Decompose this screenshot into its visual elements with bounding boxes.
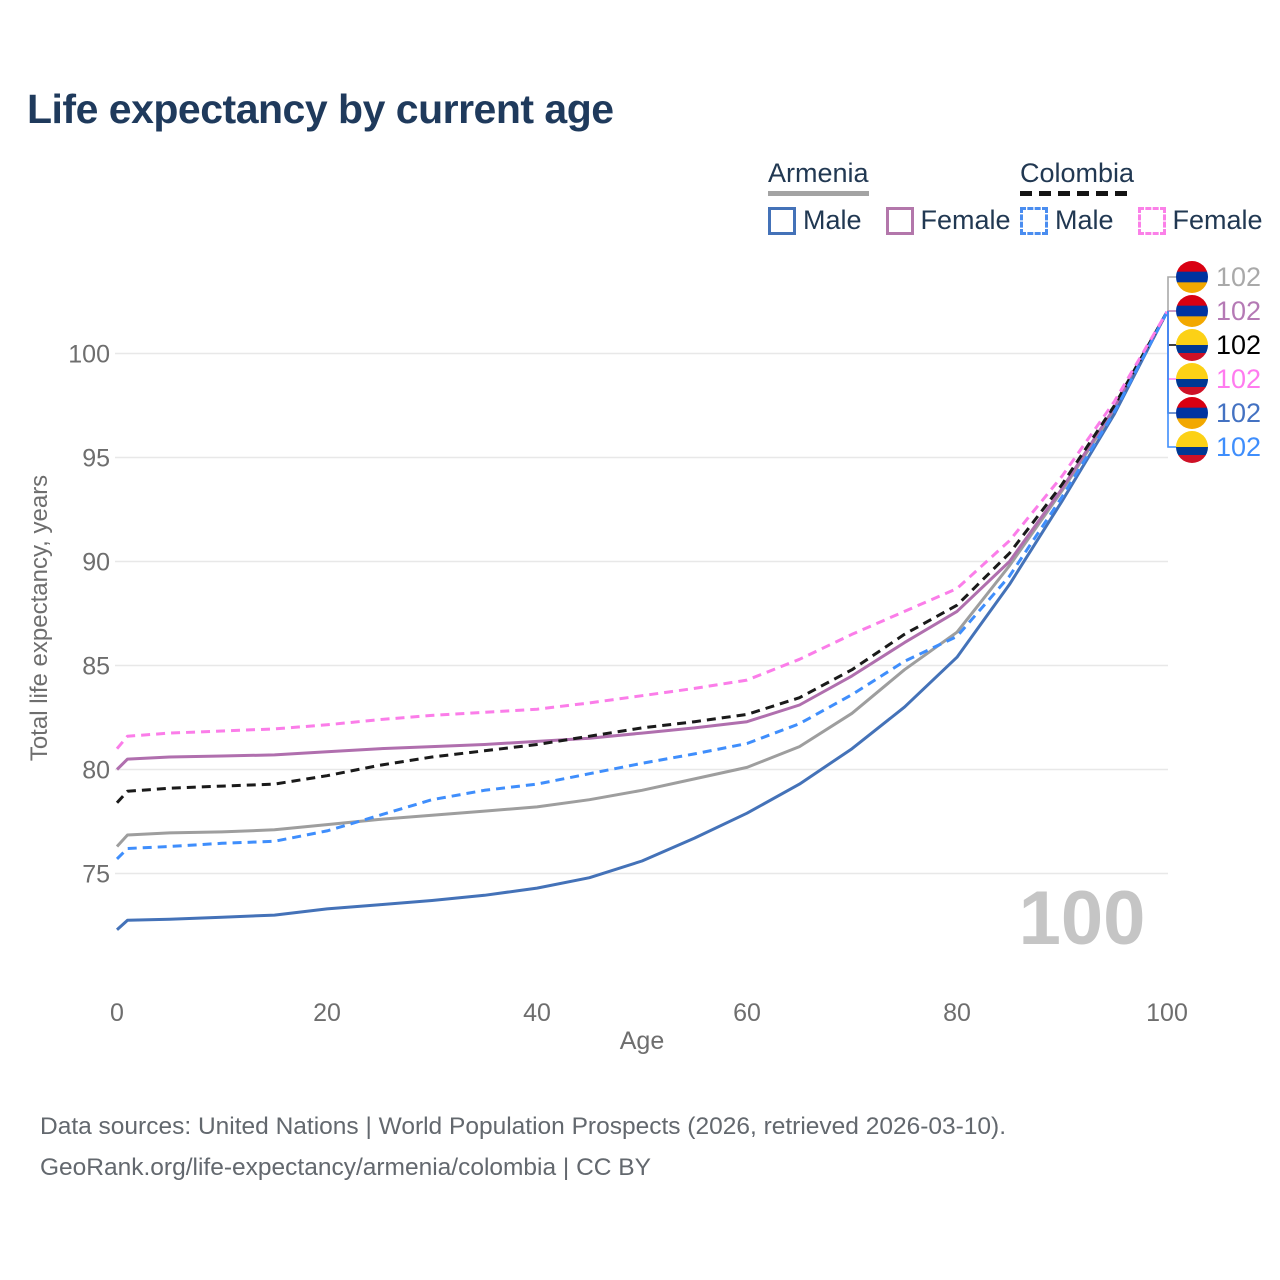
legend-label-armenia-male: Male <box>803 205 862 235</box>
series-line-armenia-male[interactable] <box>115 311 1169 931</box>
x-tick-label-20: 20 <box>313 999 341 1027</box>
colombia-male-swatch-icon <box>1020 206 1048 235</box>
x-tick-label-0: 0 <box>110 999 124 1027</box>
y-tick-label-80: 80 <box>82 757 110 785</box>
legend-items-colombia: Male Female <box>1020 205 1263 236</box>
end-label-connector-armenia-total <box>1167 276 1176 313</box>
page-title: Life expectancy by current age <box>27 86 614 132</box>
legend-item-armenia-female[interactable]: Female <box>885 205 1011 236</box>
legend-item-colombia-male[interactable]: Male <box>1020 205 1114 236</box>
y-tick-label-100: 100 <box>68 341 110 369</box>
series-line-armenia-total[interactable] <box>115 311 1169 848</box>
y-tick-label-75: 75 <box>82 861 110 889</box>
tick-layer: 75 80 85 90 95 100 0 20 40 60 80 100 <box>68 341 1188 1028</box>
legend-group-armenia: Armenia Male Female <box>768 158 1011 236</box>
legend-items-armenia: Male Female <box>768 205 1011 236</box>
end-value-label-colombia-male: 102 <box>1216 432 1261 462</box>
series-line-colombia-total[interactable] <box>115 311 1169 804</box>
end-value-label-colombia-total: 102 <box>1216 330 1261 360</box>
legend-country-armenia[interactable]: Armenia <box>768 158 869 196</box>
flag-armenia-icon <box>1176 261 1208 293</box>
legend-country-colombia-label: Colombia <box>1020 158 1135 188</box>
series-line-colombia-female[interactable] <box>115 311 1169 750</box>
armenia-solid-line-swatch <box>768 191 869 196</box>
legend-label-colombia-female: Female <box>1172 205 1263 235</box>
footer-attribution: GeoRank.org/life-expectancy/armenia/colo… <box>40 1154 651 1181</box>
end-value-label-armenia-total: 102 <box>1216 262 1261 292</box>
end-value-label-armenia-male: 102 <box>1216 398 1261 428</box>
legend-item-armenia-male[interactable]: Male <box>768 205 862 236</box>
legend-item-colombia-female[interactable]: Female <box>1137 205 1263 236</box>
end-value-label-armenia-female: 102 <box>1216 296 1261 326</box>
end-label-connector-colombia-male <box>1167 311 1176 448</box>
x-tick-label-40: 40 <box>523 999 551 1027</box>
flag-colombia-icon <box>1176 363 1208 395</box>
footer: Data sources: United Nations | World Pop… <box>40 1106 1006 1188</box>
watermark-100: 100 <box>1019 876 1146 961</box>
legend-label-armenia-female: Female <box>920 205 1011 235</box>
colombia-female-swatch-icon <box>1137 206 1166 235</box>
series-layer[interactable] <box>115 311 1169 931</box>
grid-layer <box>115 352 1168 875</box>
legend-country-armenia-label: Armenia <box>768 158 869 188</box>
flag-colombia-icon <box>1176 431 1208 463</box>
armenia-female-swatch-icon <box>885 206 914 235</box>
flag-armenia-icon <box>1176 295 1208 327</box>
colombia-dashed-line-swatch <box>1020 191 1135 196</box>
x-tick-label-100: 100 <box>1146 999 1188 1027</box>
armenia-male-swatch-icon <box>768 206 796 235</box>
y-axis-title: Total life expectancy, years <box>26 475 53 761</box>
x-tick-label-80: 80 <box>943 999 971 1027</box>
legend-country-colombia[interactable]: Colombia <box>1020 158 1135 196</box>
flag-armenia-icon <box>1176 397 1208 429</box>
legend-group-colombia: Colombia Male Female <box>1020 158 1263 236</box>
end-label-layer: 102 102 102 102 102 102 <box>1167 261 1261 463</box>
y-tick-label-95: 95 <box>82 445 110 473</box>
legend-label-colombia-male: Male <box>1055 205 1114 235</box>
y-tick-label-90: 90 <box>82 549 110 577</box>
footer-data-sources: Data sources: United Nations | World Pop… <box>40 1113 1007 1140</box>
y-tick-label-85: 85 <box>82 653 110 681</box>
flag-colombia-icon <box>1176 329 1208 361</box>
x-tick-label-60: 60 <box>733 999 761 1027</box>
end-value-label-colombia-female: 102 <box>1216 364 1261 394</box>
x-axis-title: Age <box>620 1027 664 1055</box>
series-line-armenia-female[interactable] <box>115 311 1169 771</box>
series-line-colombia-male[interactable] <box>115 311 1169 860</box>
